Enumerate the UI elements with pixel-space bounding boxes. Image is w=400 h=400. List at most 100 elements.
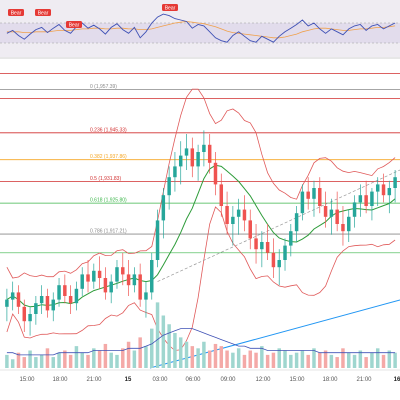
candle-body	[51, 299, 55, 311]
bear-badge	[8, 9, 24, 16]
volume-bar	[236, 348, 241, 368]
fib-level-label: 0 (1,957.39)	[90, 84, 117, 90]
candle-body	[184, 148, 189, 156]
candle-body	[126, 274, 131, 286]
volume-bar	[28, 350, 32, 368]
volume-bar	[254, 352, 258, 368]
candle-body	[277, 260, 281, 268]
rsi-ma-line	[6, 21, 396, 39]
volume-bars	[5, 302, 397, 368]
candle-body	[103, 278, 108, 293]
volume-bar	[121, 348, 125, 368]
volume-bar	[213, 343, 218, 368]
fib-level-label: 0.236 (1,945.33)	[90, 127, 127, 133]
candle-body	[381, 184, 386, 196]
volume-bar	[138, 337, 142, 368]
volume-bar	[294, 352, 299, 368]
candle-body	[86, 274, 90, 282]
candle-body	[387, 188, 392, 196]
candle-body	[138, 274, 142, 300]
volume-bar	[231, 352, 235, 368]
volume-bar	[393, 352, 397, 368]
candle-body	[16, 292, 21, 307]
bollinger-upper-band	[6, 88, 396, 279]
volume-bar	[248, 350, 252, 368]
candle-body	[121, 267, 125, 275]
volume-bar	[63, 350, 67, 368]
bollinger-bands	[6, 88, 396, 351]
time-axis-tick-label: 12:00	[255, 377, 271, 383]
candle-body	[132, 274, 137, 286]
volume-bar	[219, 346, 224, 368]
candle-body	[190, 148, 195, 167]
volume-bar	[277, 348, 281, 368]
volume-bar	[283, 350, 287, 368]
fib-level-label: 0.5 (1,931.83)	[90, 176, 121, 182]
candle-body	[28, 314, 32, 322]
volume-bar	[225, 350, 229, 368]
volume-bar	[132, 350, 137, 368]
volume-bar	[144, 346, 148, 368]
volume-bar	[51, 357, 55, 368]
volume-bar	[190, 346, 195, 368]
volume-bar	[265, 354, 270, 368]
moving-average	[6, 164, 396, 308]
candle-body	[167, 177, 171, 196]
time-axis-tick-label: 15:00	[19, 377, 35, 383]
volume-bar	[167, 324, 171, 368]
candle-body	[68, 296, 73, 304]
volume-bar	[364, 357, 368, 368]
volume-bar	[103, 343, 108, 368]
volume-bar	[10, 359, 15, 368]
volume-bar	[375, 348, 380, 368]
volume-bar	[358, 350, 363, 368]
volume-bar	[312, 348, 316, 368]
candle-body	[97, 270, 102, 278]
fibonacci-levels: 0 (1,957.39) 0.236 (1,945.33) 0.382 (1,937…	[0, 73, 400, 254]
candle-body	[352, 202, 357, 217]
volume-bar	[347, 352, 351, 368]
rsi-divergence-badges: Bear Bear Bear Bear	[8, 4, 178, 28]
candle-body	[248, 220, 252, 239]
candle-body	[219, 184, 224, 206]
volume-bar	[92, 348, 96, 368]
candle-body	[109, 281, 113, 293]
time-axis-tick-label: 16	[394, 377, 400, 383]
volume-bar	[57, 352, 61, 368]
candle-body	[161, 195, 166, 221]
candle-body	[22, 306, 27, 322]
volume-bar	[74, 346, 79, 368]
bear-badge	[66, 21, 82, 28]
candle-body	[92, 270, 96, 282]
fib-level-label: 0.786 (1,917.21)	[90, 229, 127, 235]
candle-body	[178, 155, 183, 167]
candle-body	[115, 267, 119, 282]
candle-body	[74, 288, 79, 304]
bollinger-lower-band	[6, 206, 396, 351]
candle-body	[155, 220, 160, 260]
volume-bar	[207, 350, 212, 368]
volume-bar	[5, 354, 9, 368]
dashed-trendline	[157, 169, 400, 282]
bear-badge	[35, 9, 51, 16]
volume-bar	[329, 354, 334, 368]
volume-bar	[323, 350, 328, 368]
volume-bar	[289, 354, 293, 368]
candle-body	[173, 166, 177, 178]
candle-body	[323, 206, 328, 217]
volume-bar	[184, 341, 189, 368]
candle-body	[254, 238, 258, 250]
candle-body	[63, 285, 67, 296]
time-axis-tick-label: 06:00	[185, 377, 201, 383]
candle-body	[150, 260, 154, 293]
candle-body	[294, 213, 299, 232]
bear-badge-label: Bear	[165, 5, 176, 11]
volume-bar	[155, 302, 160, 368]
volume-bar	[381, 354, 386, 368]
candle-body	[225, 206, 229, 224]
candle-body	[202, 144, 206, 152]
volume-bar	[45, 348, 50, 368]
volume-bar	[68, 354, 73, 368]
candle-body	[242, 209, 247, 221]
